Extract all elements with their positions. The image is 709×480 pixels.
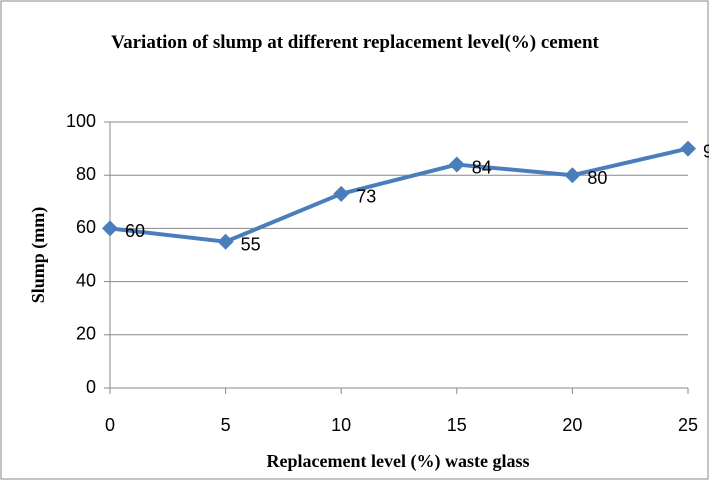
data-label: 90 <box>703 141 709 161</box>
x-tick-label: 25 <box>678 415 698 435</box>
marker <box>217 233 234 250</box>
marker <box>680 140 696 157</box>
data-label: 60 <box>125 221 145 241</box>
data-label: 73 <box>356 187 376 207</box>
data-label: 84 <box>472 157 492 177</box>
marker <box>102 220 118 237</box>
x-tick-label: 15 <box>447 415 467 435</box>
x-tick-label: 20 <box>562 415 582 435</box>
y-tick-label: 20 <box>76 324 96 344</box>
x-tick-label: 0 <box>105 415 115 435</box>
data-label: 80 <box>587 168 607 188</box>
marker <box>564 167 581 184</box>
y-tick-label: 60 <box>76 217 96 237</box>
marker <box>448 156 465 173</box>
x-axis-label: Replacement level (%) waste glass <box>267 451 530 472</box>
x-tick-label: 5 <box>221 415 231 435</box>
y-tick-label: 100 <box>66 111 96 131</box>
data-label: 55 <box>241 234 261 254</box>
chart-title: Variation of slump at different replacem… <box>111 32 599 53</box>
marker <box>333 185 350 202</box>
y-tick-label: 0 <box>86 377 96 397</box>
y-axis-label: Slump (mm) <box>28 207 49 304</box>
line <box>109 146 689 244</box>
y-tick-label: 40 <box>76 270 96 290</box>
x-tick-label: 10 <box>331 415 351 435</box>
y-tick-label: 80 <box>76 164 96 184</box>
